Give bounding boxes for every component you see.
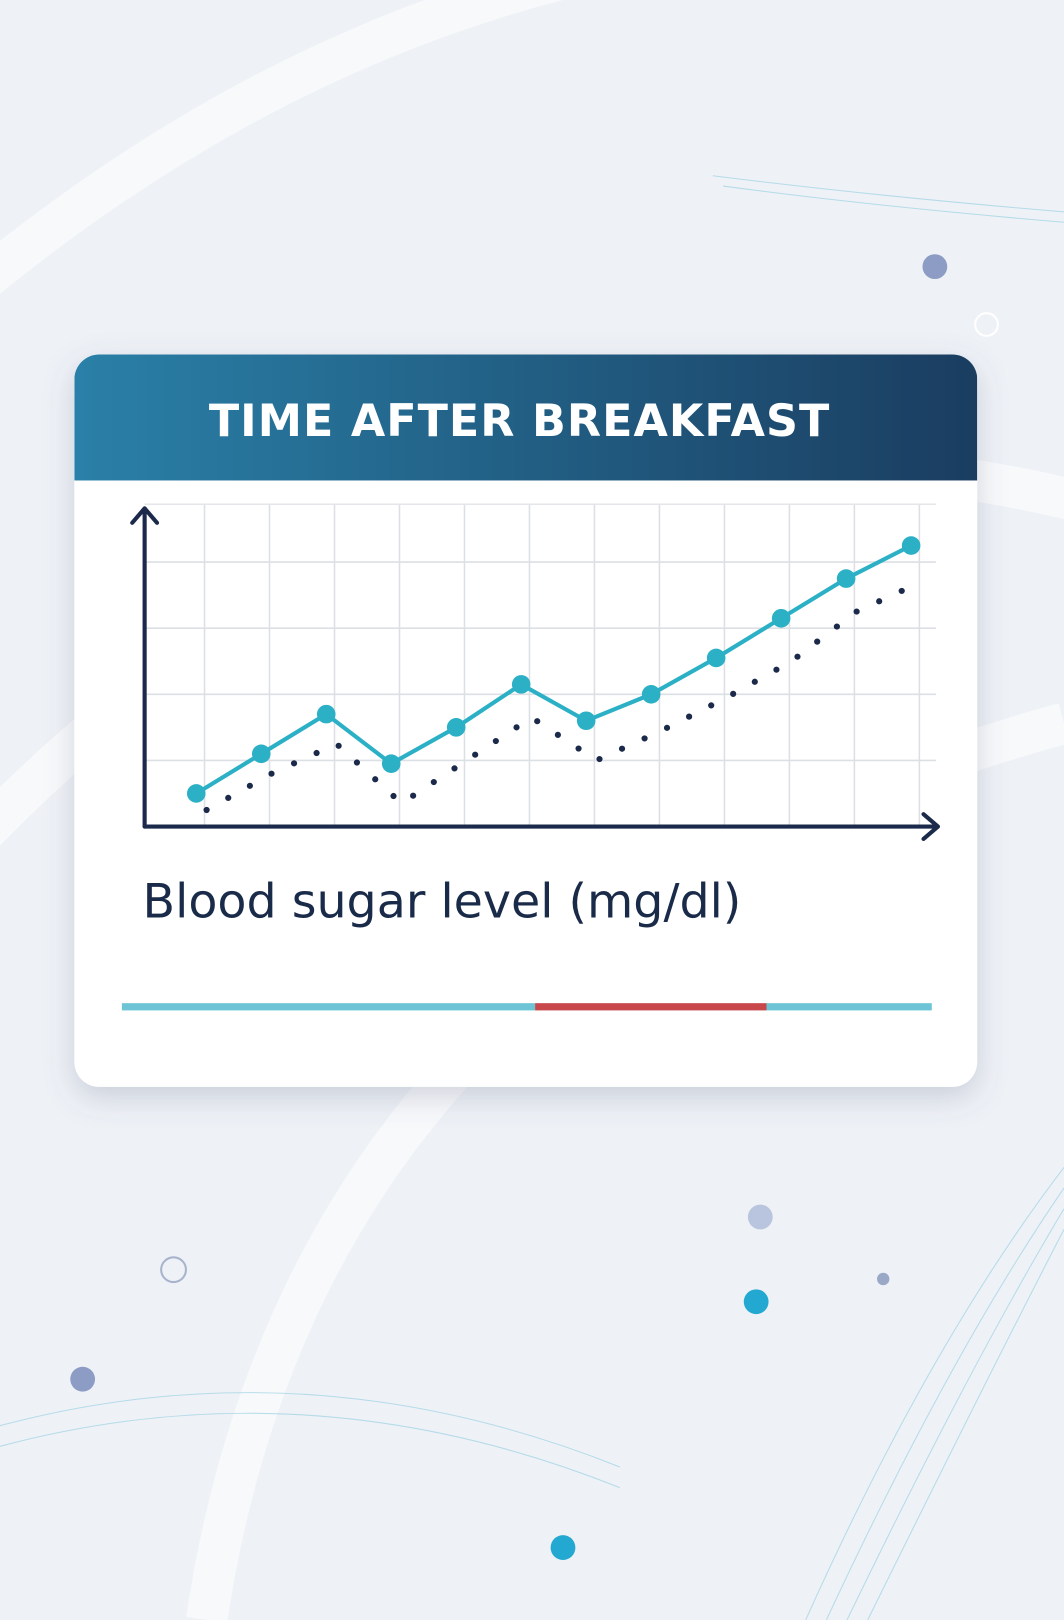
range-bar [121,1003,932,1011]
axis-label: Blood sugar level (mg/dl) [143,874,742,929]
decor-dots [70,254,999,1560]
point [316,704,336,724]
point [836,569,856,588]
point [381,754,401,774]
point [771,608,791,628]
plot [130,503,941,841]
point [576,711,596,731]
y-axis [130,506,160,829]
point [446,718,466,737]
point [641,685,661,704]
point [186,784,206,803]
point [901,536,921,555]
point [706,648,726,668]
line [194,543,914,796]
x-axis [142,812,941,841]
background-lines [0,175,1064,1620]
card [74,354,978,1087]
point [251,744,271,764]
chart-title: TIME AFTER BREAKFAST [209,396,830,447]
point [511,675,531,694]
card-header [74,354,978,481]
